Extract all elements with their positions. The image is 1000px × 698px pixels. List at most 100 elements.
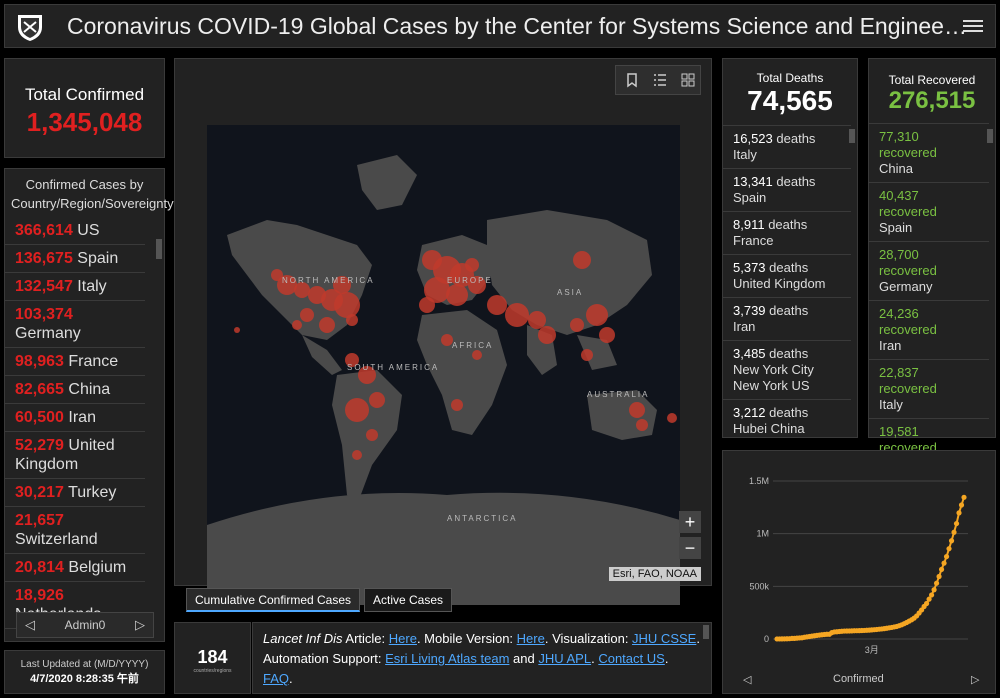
deaths-place: New York City New York US (733, 362, 814, 393)
world-map[interactable]: NORTH AMERICA EUROPE ASIA AFRICA SOUTH A… (207, 125, 680, 605)
country-row[interactable]: 60,500 Iran (5, 404, 145, 432)
deaths-list[interactable]: 16,523 deaths Italy 13,341 deaths Spain 8,91… (723, 125, 857, 442)
country-count: 98,963 (15, 353, 64, 370)
recovered-count: 22,837 (879, 365, 919, 380)
country-row[interactable]: 20,814 Belgium (5, 554, 145, 582)
deaths-row[interactable]: 3,485 deaths New York City New York US (723, 340, 851, 399)
deaths-row[interactable]: 5,373 deaths United Kingdom (723, 254, 851, 297)
total-recovered-label: Total Recovered (888, 73, 976, 87)
chart-data-point[interactable] (958, 502, 965, 508)
deaths-count: 3,212 (733, 405, 766, 420)
esri-link[interactable]: Esri Living Atlas team (385, 651, 510, 666)
country-row[interactable]: 98,963 France (5, 348, 145, 376)
deaths-unit: deaths (769, 260, 809, 275)
chart-data-point[interactable] (933, 580, 940, 586)
chart-data-point[interactable] (936, 573, 942, 580)
zoom-out-button[interactable]: − (679, 537, 701, 559)
country-name: Switzerland (15, 531, 98, 548)
recovered-unit: recovered (879, 204, 937, 219)
chart-y-tick-label: 1.5M (749, 476, 769, 486)
confirmed-chart-panel: 0 500k 1M 1.5M 3月 ◁ Confirmed ▷ (722, 450, 996, 694)
deaths-row[interactable]: 16,523 deaths Italy (723, 125, 851, 168)
chart-y-tick-label: 500k (749, 581, 769, 591)
country-list-scrollbar[interactable] (156, 239, 162, 259)
recovered-row[interactable]: 77,310 recovered China (869, 123, 989, 182)
map-label-europe: EUROPE (447, 276, 493, 285)
chart-data-point[interactable] (951, 529, 957, 535)
chart-data-point[interactable] (946, 546, 952, 552)
country-row[interactable]: 21,657 Switzerland (5, 507, 145, 554)
country-row[interactable]: 103,374 Germany (5, 301, 145, 348)
deaths-unit: deaths (769, 346, 809, 361)
country-row[interactable]: 52,279 United Kingdom (5, 432, 145, 479)
total-recovered-value: 276,515 (888, 87, 976, 114)
recovered-row[interactable]: 40,437 recovered Spain (869, 182, 989, 241)
country-count: 21,657 (15, 512, 64, 529)
chart-data-point[interactable] (943, 553, 950, 560)
country-row[interactable]: 82,665 China (5, 376, 145, 404)
chart-data-point[interactable] (924, 600, 930, 607)
deaths-scrollbar[interactable] (849, 129, 855, 143)
deaths-row[interactable]: 8,911 deaths France (723, 211, 851, 254)
country-name: Spain (77, 250, 119, 267)
legend-list-icon[interactable] (652, 72, 668, 88)
recovered-row[interactable]: 28,700 recovered Germany (869, 241, 989, 300)
chart-series-line (776, 497, 965, 640)
country-count: 136,675 (15, 250, 73, 267)
info-scrollbar[interactable] (703, 625, 709, 639)
zoom-in-button[interactable]: + (679, 511, 701, 533)
country-count: 82,665 (15, 381, 64, 398)
confirmed-line-chart[interactable]: 0 500k 1M 1.5M 3月 (723, 459, 995, 669)
recovered-row[interactable]: 22,837 recovered Italy (869, 359, 989, 418)
deaths-count: 13,341 (733, 174, 773, 189)
chart-footer-label: Confirmed (833, 673, 884, 685)
country-count: 366,614 (15, 222, 73, 239)
bookmark-icon[interactable] (624, 72, 640, 88)
country-count: 52,279 (15, 437, 64, 454)
chart-data-point[interactable] (948, 538, 955, 544)
map-panel: NORTH AMERICA EUROPE ASIA AFRICA SOUTH A… (174, 58, 712, 605)
recovered-row[interactable]: 24,236 recovered Iran (869, 300, 989, 359)
jhu-csse-link[interactable]: JHU CSSE (632, 631, 697, 646)
chart-prev-arrow-icon[interactable]: ◁ (743, 674, 752, 686)
faq-link[interactable]: FAQ (263, 671, 290, 686)
country-row[interactable]: 366,614 US (5, 217, 145, 245)
next-arrow-icon[interactable]: ▷ (135, 617, 145, 632)
country-row[interactable]: 132,547 Italy (5, 273, 145, 301)
chart-data-point[interactable] (961, 494, 967, 500)
deaths-count: 16,523 (733, 131, 773, 146)
tab-active-cases[interactable]: Active Cases (364, 588, 452, 612)
info-text: . (664, 651, 669, 666)
jhu-apl-link[interactable]: JHU APL (538, 651, 592, 666)
tab-cumulative-confirmed[interactable]: Cumulative Confirmed Cases (186, 588, 360, 612)
recovered-scrollbar[interactable] (987, 129, 993, 143)
deaths-row[interactable]: 13,341 deaths Spain (723, 168, 851, 211)
contact-us-link[interactable]: Contact US (598, 651, 665, 666)
chart-data-point[interactable] (956, 510, 962, 516)
prev-arrow-icon[interactable]: ◁ (25, 617, 35, 632)
article-link[interactable]: Here (388, 631, 417, 646)
hamburger-menu-icon[interactable] (963, 17, 983, 35)
deaths-row[interactable]: 3,739 deaths Iran (723, 297, 851, 340)
mobile-version-link[interactable]: Here (516, 631, 545, 646)
country-name: Turkey (68, 484, 117, 501)
map-label-south-america: SOUTH AMERICA (347, 363, 439, 372)
country-list-panel: Confirmed Cases by Country/Region/Sovere… (4, 168, 174, 642)
chart-data-point[interactable] (931, 587, 937, 593)
chart-data-point[interactable] (926, 596, 932, 602)
deaths-unit: deaths (769, 405, 809, 420)
chart-next-arrow-icon[interactable]: ▷ (971, 674, 980, 686)
deaths-place: Iran (733, 319, 756, 334)
country-row[interactable]: 30,217 Turkey (5, 479, 145, 507)
total-confirmed-panel: Total Confirmed 1,345,048 (4, 58, 165, 158)
deaths-row[interactable]: 3,212 deaths Hubei China (723, 399, 851, 442)
chart-data-point[interactable] (938, 566, 945, 573)
basemap-gallery-icon[interactable] (680, 72, 696, 88)
chart-y-tick-label: 1M (756, 529, 769, 539)
chart-data-point[interactable] (928, 592, 935, 598)
chart-data-point[interactable] (941, 560, 947, 566)
country-list[interactable]: 366,614 US 136,675 Spain 132,547 Italy 103,… (5, 217, 164, 629)
chart-data-point[interactable] (953, 520, 960, 527)
map-label-australia: AUSTRALIA (587, 390, 649, 399)
country-row[interactable]: 136,675 Spain (5, 245, 145, 273)
